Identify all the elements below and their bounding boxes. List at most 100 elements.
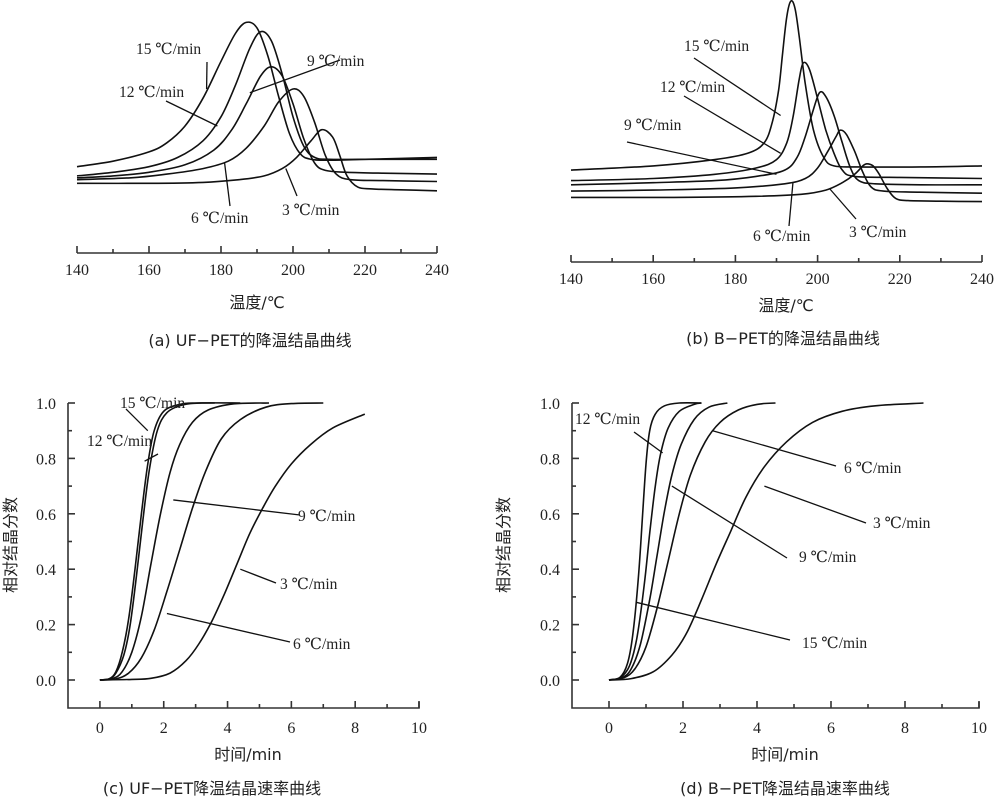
y-tick-label: 0.2 [36, 618, 56, 635]
annotation-12: 12 ℃/min [575, 411, 640, 428]
x-axis-title: 温度/℃ [229, 293, 284, 312]
annotation-15: 15 ℃/min [120, 395, 185, 412]
annotation-15: 15 ℃/min [136, 41, 201, 58]
annotation-9: 9 ℃/min [799, 549, 857, 566]
ticks: 0.0 0.2 0.4 0.6 0.8 1.0 0 2 4 6 8 10 [540, 396, 987, 737]
leader-line [829, 188, 857, 220]
leader-line [764, 485, 867, 524]
annotations: 12 ℃/min 6 ℃/min 3 ℃/min 9 ℃/min 15 ℃/mi… [575, 411, 931, 652]
series-9-c-per-min [76, 65, 438, 179]
series-6-c-per-min [608, 402, 776, 681]
annotation-leaders [165, 59, 341, 207]
annotation-leaders [626, 57, 857, 227]
series-12-c-per-min [608, 402, 702, 681]
panel-b-b-pet-dsc-cooling: 140 160 180 200 220 240 15 ℃/min 12 ℃/min 9 ℃… [559, 0, 994, 348]
annotation-12: 12 ℃/min [119, 84, 184, 101]
series-15-c-per-min [570, 0, 983, 171]
x-tick-label: 8 [901, 720, 909, 737]
y-tick-label: 0.6 [36, 507, 56, 524]
x-axis-title: 温度/℃ [758, 296, 813, 315]
x-tick-label: 160 [641, 271, 665, 288]
leader-line [633, 431, 664, 454]
leader-line [636, 601, 791, 641]
x-tick-label: 0 [605, 720, 613, 737]
annotation-leaders [125, 408, 301, 643]
annotation-leaders [633, 430, 867, 641]
curves [76, 21, 438, 192]
curves [99, 402, 366, 681]
x-tick-label: 10 [411, 720, 427, 737]
x-ticks: 140 160 180 200 220 240 [559, 255, 994, 288]
y-tick-label: 0.8 [36, 451, 56, 468]
panel-caption: (b) B−PET的降温结晶曲线 [686, 329, 880, 348]
panel-a-uf-pet-dsc-cooling: 140 160 180 200 220 240 15 ℃/min 12 ℃/min 9 ℃… [65, 21, 449, 350]
leader-line [240, 568, 277, 584]
series-6-c-per-min [76, 88, 438, 183]
annotations: 15 ℃/min 12 ℃/min 9 ℃/min 3 ℃/min 6 ℃/mi… [87, 395, 356, 653]
series-12-c-per-min [570, 61, 983, 182]
x-tick-label: 140 [65, 262, 89, 279]
x-tick-label: 220 [888, 271, 912, 288]
series-6-c-per-min [570, 129, 983, 194]
curves [570, 0, 983, 203]
curves [608, 401, 924, 681]
series-9-c-per-min [608, 402, 728, 681]
series-9-c-per-min [570, 90, 983, 186]
y-tick-label: 0.4 [36, 562, 56, 579]
annotation-12: 12 ℃/min [87, 433, 152, 450]
y-tick-label: 0.6 [540, 507, 560, 524]
leader-line [671, 485, 788, 559]
x-tick-label: 8 [351, 720, 359, 737]
x-tick-label: 180 [209, 262, 233, 279]
annotations: 15 ℃/min 12 ℃/min 9 ℃/min 6 ℃/min 3 ℃/mi… [119, 41, 365, 227]
x-tick-label: 240 [970, 271, 994, 288]
annotations: 15 ℃/min 12 ℃/min 9 ℃/min 6 ℃/min 3 ℃/mi… [624, 38, 907, 245]
y-tick-label: 0.0 [540, 673, 560, 690]
annotation-6: 6 ℃/min [753, 228, 811, 245]
leader-line [125, 408, 149, 432]
x-tick-label: 2 [679, 720, 687, 737]
leader-line [693, 57, 781, 117]
leader-line [173, 499, 301, 516]
leader-line [249, 59, 341, 94]
y-axis-title: 相对结晶分数 [494, 497, 513, 593]
x-tick-label: 0 [96, 720, 104, 737]
annotation-15: 15 ℃/min [684, 38, 749, 55]
leader-line [285, 168, 298, 197]
leader-line [166, 612, 291, 643]
y-tick-label: 1.0 [36, 396, 56, 413]
x-tick-label: 6 [287, 720, 295, 737]
panel-c-uf-pet-crystallization-rate: 0.0 0.2 0.4 0.6 0.8 1.0 0 2 4 6 8 10 15 ℃/min 12 ℃/… [1, 395, 427, 798]
leader-line [144, 453, 159, 462]
x-tick-label: 200 [281, 262, 305, 279]
annotation-3: 3 ℃/min [282, 202, 340, 219]
y-axis-title: 相对结晶分数 [1, 497, 20, 593]
series-12-c-per-min [76, 30, 437, 177]
annotation-9: 9 ℃/min [307, 53, 365, 70]
leader-line [626, 141, 777, 175]
x-tick-label: 4 [224, 720, 232, 737]
y-tick-label: 0.8 [540, 451, 560, 468]
x-tick-label: 140 [559, 271, 583, 288]
annotation-9: 9 ℃/min [298, 508, 356, 525]
x-tick-label: 10 [971, 720, 987, 737]
leader-line [683, 95, 781, 154]
leader-line [712, 430, 837, 467]
series-3-c-per-min [570, 162, 983, 203]
x-tick-label: 4 [753, 720, 761, 737]
annotation-9: 9 ℃/min [624, 117, 682, 134]
series-12-c-per-min [99, 402, 241, 681]
x-tick-label: 220 [353, 262, 377, 279]
x-tick-label: 240 [425, 262, 449, 279]
y-tick-label: 0.2 [540, 618, 560, 635]
ticks: 0.0 0.2 0.4 0.6 0.8 1.0 0 2 4 6 8 10 [36, 396, 427, 737]
leader-line [788, 182, 794, 227]
series-3-c-per-min [99, 402, 324, 681]
x-tick-label: 200 [806, 271, 830, 288]
x-ticks: 140 160 180 200 220 240 [65, 246, 449, 279]
panel-d-b-pet-crystallization-rate: 0.0 0.2 0.4 0.6 0.8 1.0 0 2 4 6 8 10 12 ℃/min 6 ℃/m… [494, 396, 987, 798]
leader-line [165, 100, 218, 127]
annotation-6: 6 ℃/min [844, 460, 902, 477]
x-axis-title: 时间/min [751, 745, 819, 764]
